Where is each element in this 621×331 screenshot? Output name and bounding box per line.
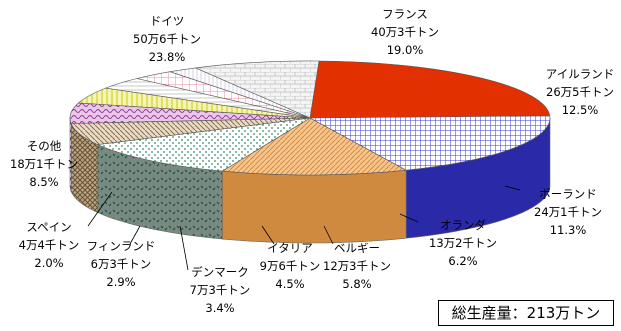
leader-line-イタリア (261, 225, 275, 245)
label-デンマーク: デンマーク 7万3千トン 3.4% (190, 265, 251, 315)
label-ドイツ: ドイツ 50万6千トン 23.8% (133, 14, 201, 64)
label-イタリア: イタリア 9万6千トン 4.5% (260, 241, 321, 291)
pie-top-faces (69, 60, 551, 176)
leader-line-ポーランド (504, 185, 521, 191)
label-name: フランス (382, 7, 428, 21)
leader-line-オランダ (399, 213, 419, 223)
label-スペイン: スペイン 4万4千トン 2.0% (19, 220, 80, 270)
label-amount: 4万4千トン (19, 238, 80, 252)
label-percent: 4.5% (275, 277, 304, 291)
label-percent: 5.8% (342, 277, 371, 291)
label-name: オランダ (440, 218, 486, 232)
label-name: デンマーク (191, 265, 249, 279)
leader-line-ベルギー (323, 225, 334, 245)
label-amount: 40万3千トン (371, 25, 439, 39)
label-amount: 50万6千トン (133, 32, 201, 46)
slice-その他 (194, 60, 320, 119)
label-その他: その他 18万1千トン 8.5% (10, 139, 78, 189)
slice-ドイツ (309, 60, 551, 119)
label-name: フィンランド (87, 239, 156, 253)
label-フランス: フランス 40万3千トン 19.0% (371, 7, 439, 57)
label-percent: 12.5% (562, 103, 599, 117)
label-amount: 7万3千トン (190, 283, 251, 297)
slice-アイルランド (221, 117, 408, 176)
label-amount: 18万1千トン (10, 157, 78, 171)
side-wall-アイルランド (222, 169, 407, 244)
leader-line-デンマーク (179, 225, 189, 271)
label-percent: 2.0% (34, 256, 63, 270)
label-percent: 2.9% (106, 275, 135, 289)
label-name: アイルランド (546, 67, 614, 81)
leader-line-フィンランド (129, 225, 141, 245)
label-name: その他 (27, 139, 62, 153)
side-wall-ベルギー (69, 117, 72, 192)
label-オランダ: オランダ 13万2千トン 6.2% (429, 218, 497, 268)
label-percent: 23.8% (149, 50, 186, 64)
label-amount: 12万3千トン (323, 259, 391, 273)
label-percent: 19.0% (387, 43, 424, 57)
label-amount: 6万3千トン (91, 257, 152, 271)
label-ベルギー: ベルギー 12万3千トン 5.8% (323, 241, 391, 291)
label-name: ドイツ (150, 14, 185, 28)
slice-labels: ドイツ 50万6千トン 23.8% フランス 40万3千トン 19.0% アイルランド 26万… (10, 7, 614, 315)
label-name: ポーランド (539, 187, 597, 201)
label-percent: 11.3% (550, 223, 587, 237)
label-name: ベルギー (334, 241, 380, 255)
slice-フランス (308, 115, 551, 171)
label-percent: 6.2% (448, 254, 477, 268)
label-name: スペイン (26, 220, 71, 234)
label-フィンランド: フィンランド 6万3千トン 2.9% (87, 239, 156, 289)
label-name: イタリア (267, 241, 313, 255)
label-アイルランド: アイルランド 26万5千トン 12.5% (546, 67, 614, 117)
leader-line-スペイン (87, 191, 113, 227)
label-percent: 8.5% (29, 175, 58, 189)
label-amount: 24万1千トン (534, 205, 602, 219)
label-percent: 3.4% (205, 301, 234, 315)
label-amount: 13万2千トン (429, 236, 497, 250)
label-ポーランド: ポーランド 24万1千トン 11.3% (534, 187, 602, 237)
leader-lines (87, 185, 521, 271)
total-production-label: 総生産量：213万トン (438, 300, 614, 326)
label-amount: 9万6千トン (260, 259, 321, 273)
slice-ポーランド (96, 117, 311, 172)
label-amount: 26万5千トン (546, 85, 614, 99)
